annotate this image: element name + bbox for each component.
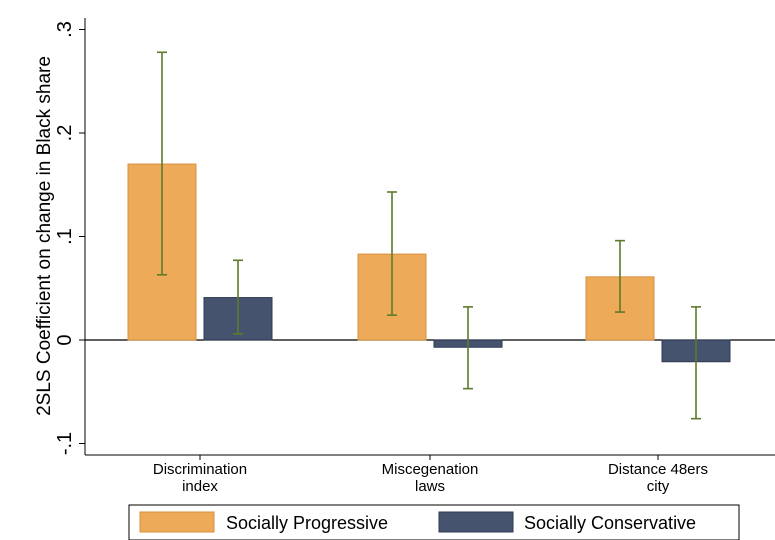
legend-swatch — [438, 511, 514, 533]
y-tick-label: .2 — [54, 125, 76, 142]
error-bars — [157, 51, 701, 420]
y-tick-label: .3 — [54, 21, 76, 38]
bars — [127, 163, 731, 363]
x-tick-label: Distance 48ers — [608, 461, 708, 478]
x-tick-label: laws — [415, 478, 445, 495]
y-tick-label: -.1 — [54, 432, 76, 455]
y-axis-label: 2SLS Coefficient on change in Black shar… — [34, 56, 55, 416]
y-tick-label: .1 — [54, 228, 76, 245]
legend-box — [128, 504, 740, 540]
x-tick-label: index — [182, 478, 218, 495]
y-tick-label: 0 — [54, 334, 76, 345]
legend-label: Socially Conservative — [524, 513, 696, 533]
x-tick-label: Discrimination — [153, 461, 247, 478]
y-axis: -.1 0 .1 .2 .3 — [54, 18, 86, 455]
x-tick-label: Miscegenation — [382, 461, 479, 478]
x-tick-label: city — [647, 478, 670, 495]
legend: Socially Progressive Socially Conservativ… — [128, 504, 740, 540]
legend-swatch — [139, 511, 215, 533]
legend-label: Socially Progressive — [226, 513, 388, 533]
